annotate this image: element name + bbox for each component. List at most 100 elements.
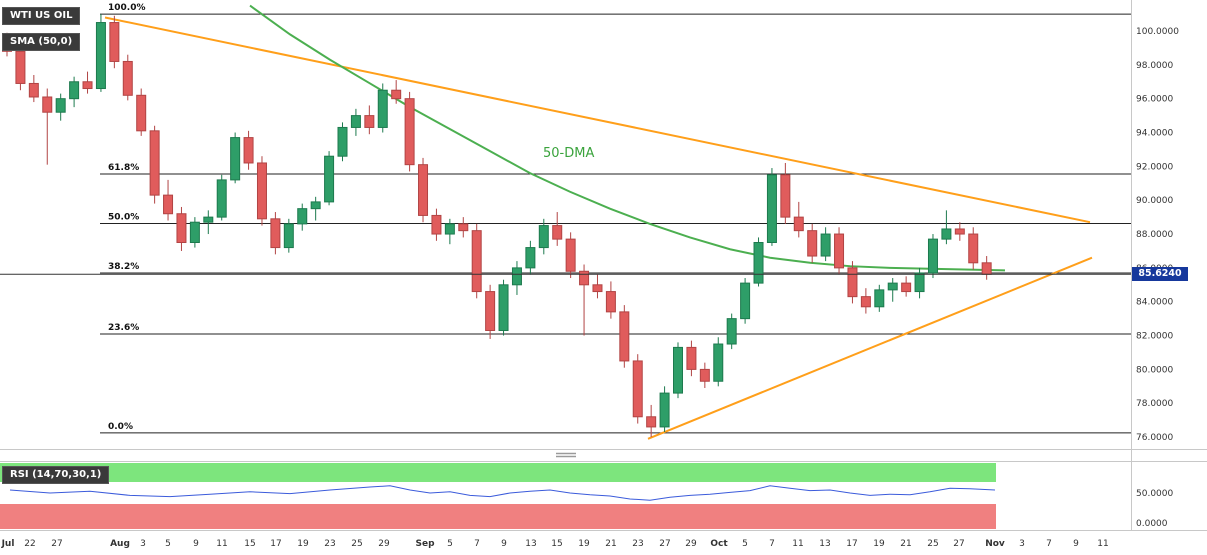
time-axis-label: 23 — [324, 539, 335, 549]
candle — [511, 267, 522, 286]
time-axis-label: 5 — [742, 539, 748, 549]
rsi-overbought-band — [0, 463, 996, 482]
candle — [780, 174, 791, 218]
candle — [297, 208, 308, 225]
candle — [740, 282, 751, 320]
candle — [431, 214, 442, 235]
fib-label: 50.0% — [108, 213, 139, 223]
time-axis-label: 5 — [165, 539, 171, 549]
price-axis[interactable]: 100.0000 98.0000 96.0000 94.0000 92.0000 90.0… — [1136, 27, 1179, 443]
time-axis-label: 7 — [474, 539, 480, 549]
candle — [927, 238, 938, 274]
candle — [256, 162, 267, 220]
candle — [646, 416, 657, 428]
candle — [189, 221, 200, 243]
candle — [793, 216, 804, 232]
candle — [82, 81, 93, 90]
time-axis-label: 21 — [900, 539, 911, 549]
rsi-line — [9, 485, 996, 501]
candle — [203, 216, 214, 223]
candle — [324, 155, 335, 203]
symbol-badge[interactable]: WTI US OIL — [2, 7, 81, 25]
descending-resistance-trendline[interactable] — [104, 16, 1091, 224]
candle — [230, 137, 241, 181]
candle — [404, 98, 415, 166]
candle — [525, 247, 536, 269]
time-axis-label: 9 — [193, 539, 199, 549]
time-axis-label: Sep — [415, 539, 435, 549]
time-axis-label: 11 — [216, 539, 227, 549]
time-axis-label: 29 — [378, 539, 390, 549]
time-axis-label: 15 — [551, 539, 562, 549]
candle — [310, 201, 321, 210]
candle — [471, 230, 482, 293]
candle — [28, 82, 39, 98]
candle — [95, 22, 106, 90]
time-axis-label: 5 — [447, 539, 453, 549]
rsi-axis-label: 0.0000 — [1136, 519, 1168, 529]
fib-label: 38.2% — [108, 262, 139, 272]
candle — [149, 130, 160, 196]
candle — [283, 223, 294, 249]
candle — [820, 233, 831, 257]
panel-splitter[interactable] — [556, 452, 576, 458]
candles — [2, 14, 992, 438]
price-axis-label: 80.0000 — [1136, 365, 1173, 375]
time-axis-label: Aug — [110, 539, 130, 549]
time-axis-label: 17 — [270, 539, 281, 549]
fib-label: 0.0% — [108, 422, 133, 432]
candle — [887, 282, 898, 291]
price-axis-label: 98.0000 — [1136, 61, 1173, 71]
price-axis-label: 78.0000 — [1136, 399, 1173, 409]
candle — [592, 284, 603, 293]
candle — [579, 270, 590, 286]
price-axis-label: 76.0000 — [1136, 433, 1173, 443]
rsi-oversold-band — [0, 504, 996, 529]
candle — [538, 225, 549, 249]
candle — [458, 223, 469, 232]
time-axis-label: 19 — [578, 539, 590, 549]
candle — [444, 223, 455, 235]
candle — [243, 137, 254, 164]
price-axis-label: 100.0000 — [1136, 27, 1179, 37]
sma50-line[interactable] — [249, 4, 1006, 272]
candle — [834, 233, 845, 269]
price-axis-label: 96.0000 — [1136, 95, 1173, 105]
time-axis-label: 27 — [953, 539, 964, 549]
rsi-indicator-badge[interactable]: RSI (14,70,30,1) — [2, 466, 110, 484]
time-axis-label: Oct — [710, 539, 728, 549]
candle — [270, 218, 281, 249]
candle — [485, 291, 496, 331]
time-axis-label: 19 — [297, 539, 309, 549]
time-axis-label: 22 — [24, 539, 35, 549]
candle — [498, 284, 509, 331]
candle — [726, 318, 737, 345]
time-axis-label: 13 — [525, 539, 536, 549]
time-axis[interactable]: Jul 22 27 Aug 3 5 9 11 15 17 19 23 25 29 Sep 5 7 9 13 15 19 2… — [1, 539, 1109, 549]
time-axis-label: 11 — [1097, 539, 1108, 549]
ascending-support-trendline[interactable] — [647, 256, 1093, 440]
fib-label: 23.6% — [108, 323, 139, 333]
candle — [619, 311, 630, 362]
time-axis-label: 3 — [1019, 539, 1025, 549]
trendlines — [104, 16, 1093, 440]
rsi-axis[interactable]: 50.0000 0.0000 — [1136, 489, 1173, 529]
time-axis-label: 13 — [819, 539, 830, 549]
candle — [42, 96, 53, 113]
candle — [713, 343, 724, 382]
time-axis-label: 25 — [927, 539, 938, 549]
sma-indicator-badge[interactable]: SMA (50,0) — [2, 33, 81, 51]
price-axis-label: 92.0000 — [1136, 162, 1173, 172]
candle — [136, 94, 147, 132]
time-axis-label: 7 — [769, 539, 775, 549]
time-axis-label: 11 — [792, 539, 803, 549]
price-axis-label: 90.0000 — [1136, 196, 1173, 206]
candle — [914, 272, 925, 293]
candle — [699, 368, 710, 382]
candle — [941, 228, 952, 240]
candle — [874, 289, 885, 308]
price-axis-label: 88.0000 — [1136, 230, 1173, 240]
